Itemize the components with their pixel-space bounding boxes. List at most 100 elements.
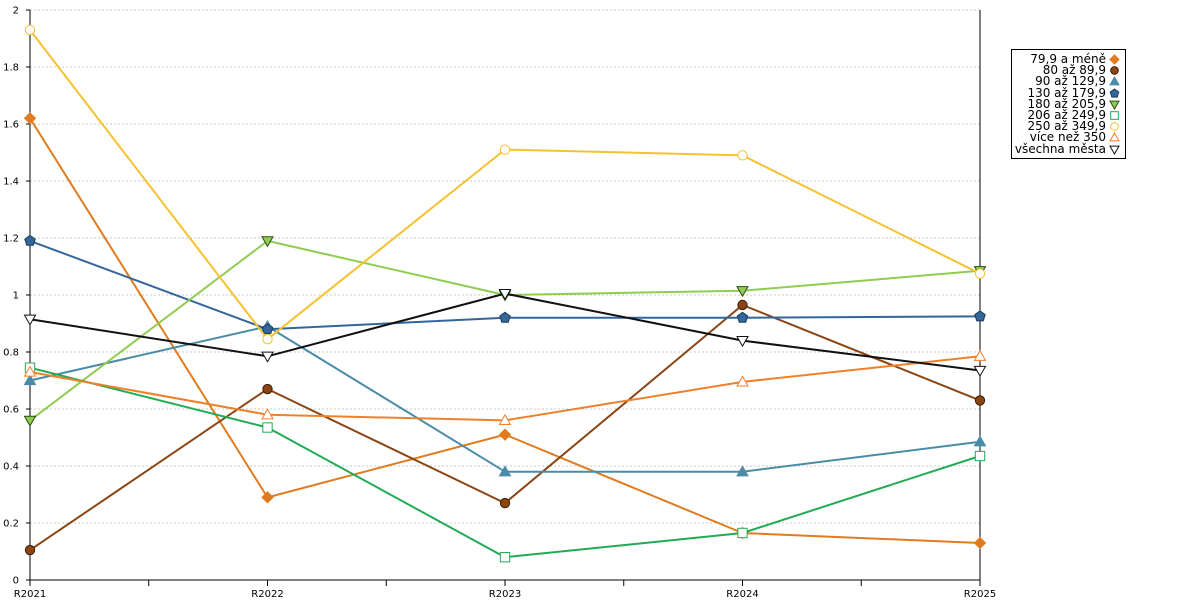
legend-marker-icon [1110, 111, 1119, 120]
data-point [974, 395, 986, 406]
data-point [498, 428, 512, 441]
legend-marker [1109, 76, 1120, 86]
y-tick-label: 1.4 [3, 177, 19, 188]
legend-marker [1109, 54, 1120, 65]
data-point [262, 334, 273, 345]
y-tick-label: 0.4 [3, 462, 19, 473]
legend: 79,9 a méně 80 až 89,9 90 až 129,9 130 až 1… [1011, 49, 1126, 159]
axes: 0 0.2 0.4 0.6 0.8 1 1.2 1.4 1.6 1.8 2 R2021 R2022 R20… [3, 6, 996, 600]
data-point [262, 383, 273, 395]
data-point [973, 349, 987, 361]
legend-item: 90 až 129,9 [1035, 74, 1121, 89]
series-9 [23, 288, 987, 378]
legend-marker [1109, 87, 1120, 98]
series-group [23, 24, 987, 563]
legend-item: všechna města [1014, 141, 1121, 156]
data-point [261, 236, 274, 248]
data-point [498, 465, 512, 477]
data-point [736, 465, 749, 477]
data-point [498, 413, 512, 426]
data-point [261, 491, 274, 504]
series-line [29, 292, 981, 372]
legend-label: 250 až 349,9 [1027, 119, 1106, 134]
data-point [973, 365, 987, 378]
y-tick-label: 1.8 [3, 63, 19, 74]
data-point [23, 365, 37, 377]
data-point [974, 268, 986, 279]
legend-marker [1109, 132, 1120, 142]
legend-label: 130 až 179,9 [1027, 85, 1106, 100]
series-line [29, 366, 981, 559]
data-point [23, 112, 37, 125]
data-point [736, 335, 749, 348]
legend-marker [1110, 122, 1119, 132]
series-line [29, 355, 981, 422]
legend-marker-icon [1109, 100, 1120, 110]
legend-item: více než 350 [1029, 130, 1121, 145]
legend-marker [1110, 111, 1119, 120]
data-point [737, 527, 748, 539]
series-2 [24, 299, 986, 556]
legend-item: 180 až 205,9 [1027, 96, 1121, 111]
x-tick-label: R2022 [251, 589, 283, 600]
y-tick-label: 1.6 [3, 120, 19, 131]
x-tick-label: R2023 [489, 589, 521, 600]
data-point [24, 234, 36, 246]
series-4 [24, 234, 986, 335]
data-point [262, 422, 273, 433]
legend-marker-icon [1110, 66, 1119, 76]
grid-lines [30, 9, 980, 524]
x-tick-label: R2025 [964, 589, 996, 600]
legend-marker [1109, 145, 1120, 155]
y-tick-label: 2 [13, 6, 19, 17]
x-tick-label: R2021 [14, 589, 46, 600]
data-point [973, 536, 987, 550]
data-point [23, 415, 37, 427]
series-6 [24, 362, 986, 563]
data-point [23, 373, 37, 386]
legend-marker-icon [1109, 87, 1120, 98]
data-point [498, 288, 512, 301]
legend-item: 80 až 89,9 [1043, 64, 1121, 76]
legend-label: 180 až 205,9 [1027, 96, 1106, 111]
y-tick-label: 0.6 [3, 405, 19, 416]
legend-marker-icon [1109, 145, 1120, 155]
legend-item: 206 až 249,9 [1027, 108, 1121, 122]
data-point [24, 24, 36, 36]
series-line [29, 325, 981, 473]
y-tick-label: 1.2 [3, 234, 19, 245]
legend-item: 130 až 179,9 [1027, 85, 1121, 100]
data-point [736, 375, 749, 387]
legend-label: více než 350 [1029, 130, 1106, 145]
series-line [29, 239, 981, 422]
data-point [974, 310, 986, 322]
data-point [261, 408, 274, 420]
data-point [736, 286, 749, 298]
series-1 [23, 112, 987, 550]
legend-label: 90 až 129,9 [1035, 74, 1106, 89]
series-8 [23, 349, 987, 426]
legend-item: 250 až 349,9 [1027, 119, 1121, 134]
series-7 [24, 24, 986, 345]
data-point [23, 314, 37, 326]
y-tick-label: 0.2 [3, 519, 19, 530]
x-tick-label: R2024 [726, 589, 758, 600]
data-point [24, 544, 36, 556]
data-point [499, 497, 511, 509]
legend-label: 206 až 249,9 [1027, 108, 1106, 122]
data-point [974, 450, 986, 462]
data-point [499, 311, 511, 323]
legend-item: 79,9 a méně [1030, 52, 1121, 66]
legend-marker [1110, 66, 1119, 76]
data-point [499, 552, 511, 563]
data-point [499, 144, 511, 155]
legend-marker [1109, 100, 1120, 110]
y-tick-label: 1 [13, 291, 19, 302]
legend-label: 79,9 a méně [1030, 52, 1106, 66]
data-point [973, 435, 987, 447]
data-point [736, 311, 749, 323]
legend-marker-icon [1109, 132, 1120, 142]
legend-label: všechna města [1014, 141, 1106, 156]
legend-marker-icon [1109, 76, 1120, 86]
